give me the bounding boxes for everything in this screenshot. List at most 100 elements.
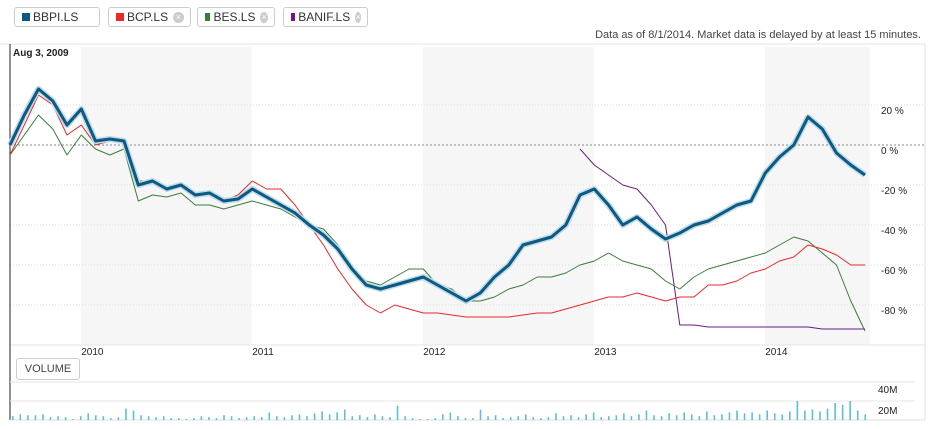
volume-bar	[856, 410, 859, 420]
volume-bar	[268, 412, 271, 420]
volume-bar	[200, 416, 203, 420]
volume-bar	[736, 410, 738, 420]
volume-bar	[751, 412, 753, 420]
volume-bar	[540, 418, 542, 420]
year-band	[80, 47, 252, 345]
volume-bar	[577, 417, 580, 420]
volume-bar	[487, 416, 489, 420]
volume-bar	[34, 415, 37, 420]
volume-bar	[690, 414, 693, 420]
volume-bar	[623, 413, 625, 420]
volume-bar	[298, 414, 301, 420]
volume-bar	[683, 412, 686, 420]
volume-bar	[804, 410, 806, 420]
volume-bar	[411, 418, 414, 420]
volume-bar	[819, 411, 821, 420]
data-delay-note: Data as of 8/1/2014. Market data is dela…	[595, 29, 921, 41]
series-line-banif-ls	[579, 148, 865, 330]
volume-bar	[366, 417, 369, 420]
volume-bar	[215, 418, 218, 420]
volume-bar	[464, 418, 467, 420]
volume-bar	[132, 410, 135, 420]
volume-bar	[238, 418, 240, 420]
volume-bar	[660, 416, 663, 420]
volume-bar	[328, 414, 331, 420]
volume-bar	[64, 417, 67, 420]
legend-label: BCP.LS	[126, 10, 169, 24]
legend-item-bbpi-ls[interactable]: BBPI.LS	[14, 7, 100, 27]
volume-bar	[630, 416, 633, 420]
volume-bar	[343, 409, 346, 420]
volume-bar	[585, 414, 587, 420]
volume-bar	[592, 412, 595, 420]
volume-bar	[396, 405, 399, 420]
volume-bar	[110, 418, 112, 420]
volume-bar	[253, 416, 256, 420]
volume-bar	[260, 417, 263, 420]
volume-bar	[509, 417, 512, 420]
volume-bar	[185, 419, 188, 420]
volume-bar	[177, 418, 180, 420]
volume-bar	[223, 415, 225, 420]
volume-bar	[472, 418, 474, 420]
volume-bar	[517, 416, 520, 420]
remove-series-icon[interactable]: ×	[173, 11, 184, 23]
volume-bar	[381, 416, 384, 420]
volume-bar	[208, 417, 210, 420]
volume-bar	[426, 419, 429, 420]
volume-bar	[404, 416, 406, 420]
volume-bar	[502, 418, 504, 420]
volume-bar	[675, 415, 678, 420]
y-tick-label: -80 %	[881, 306, 907, 317]
volume-bar	[841, 404, 844, 420]
remove-series-icon[interactable]: ×	[355, 11, 361, 23]
volume-bar	[773, 413, 776, 420]
y-tick-label: 20 %	[881, 106, 904, 117]
remove-series-icon[interactable]: ×	[260, 11, 268, 23]
volume-bar	[193, 418, 195, 420]
legend-item-bcp-ls[interactable]: BCP.LS ×	[108, 7, 191, 27]
volume-bar	[419, 419, 421, 420]
volume-bar	[42, 414, 44, 420]
volume-bar	[524, 414, 527, 420]
volume-bar	[351, 416, 354, 420]
volume-bar	[555, 413, 557, 420]
volume-bar	[789, 411, 791, 420]
series-color-swatch	[205, 13, 211, 21]
x-tick-label: 2014	[765, 347, 788, 358]
volume-bar	[547, 417, 550, 420]
series-color-swatch	[291, 13, 296, 21]
volume-bar	[758, 414, 761, 420]
legend-item-banif-ls[interactable]: BANIF.LS ×	[283, 7, 368, 27]
volume-bar	[615, 415, 618, 420]
volume-bar	[570, 415, 572, 420]
volume-bar	[140, 415, 142, 420]
volume-bar	[170, 418, 173, 420]
legend-item-bes-ls[interactable]: BES.LS ×	[197, 7, 275, 27]
volume-bar	[27, 415, 29, 420]
volume-bar	[245, 417, 248, 420]
volume-bar	[442, 414, 444, 420]
series-color-swatch	[116, 13, 124, 21]
volume-bar	[811, 409, 814, 420]
year-band	[764, 47, 870, 345]
volume-bar	[162, 416, 165, 420]
volume-bar	[230, 416, 233, 420]
volume-bar	[713, 415, 716, 420]
volume-bar	[494, 415, 497, 420]
volume-bar	[834, 402, 836, 420]
volume-bar	[19, 414, 22, 420]
volume-bar	[72, 419, 74, 420]
x-tick-label: 2013	[594, 347, 617, 358]
volume-bar	[796, 401, 799, 420]
volume-bar	[562, 416, 565, 420]
volume-button[interactable]: VOLUME	[16, 358, 80, 380]
volume-bar	[449, 412, 452, 420]
series-color-swatch	[22, 13, 30, 21]
y-tick-label: 0 %	[881, 146, 898, 157]
start-date-label: Aug 3, 2009	[13, 48, 69, 59]
volume-bar	[721, 414, 723, 420]
legend-label: BES.LS	[213, 10, 256, 24]
volume-bar	[668, 413, 670, 420]
volume-bar	[698, 416, 701, 420]
